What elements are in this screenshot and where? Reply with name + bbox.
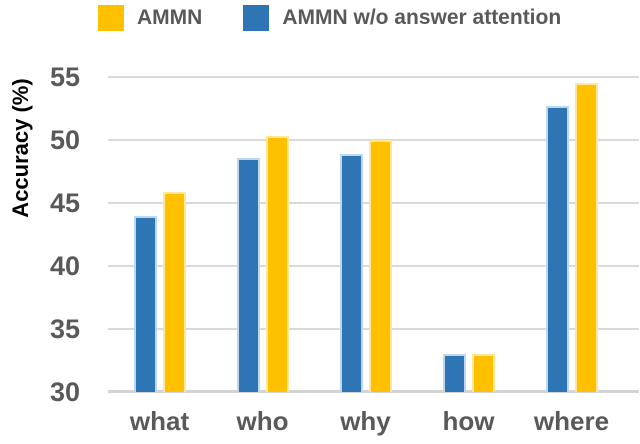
bar-group-where [520, 77, 623, 392]
legend-label-ammn: AMMN [137, 6, 203, 29]
bar-how-ammn-wo-answer-attention [442, 354, 466, 392]
x-axis-tick-labels: what who why how where [108, 404, 623, 438]
bar-what-ammn-wo-answer-attention [133, 215, 157, 392]
bar-group-who [211, 77, 314, 392]
bar-why-ammn [368, 140, 392, 392]
y-tick-label-45: 45 [49, 188, 80, 218]
y-tick-label-55: 55 [49, 62, 80, 92]
bar-group-what [108, 77, 211, 392]
legend: AMMN AMMN w/o answer attention [98, 3, 561, 33]
y-tick-label-50: 50 [49, 125, 80, 155]
legend-swatch-ammn-wo-attention [243, 5, 270, 31]
bar-where-ammn-wo-answer-attention [545, 105, 569, 392]
bar-how-ammn [471, 354, 495, 392]
bar-what-ammn [162, 191, 186, 392]
legend-item-ammn: AMMN [98, 5, 202, 31]
legend-label-ammn-wo-attention: AMMN w/o answer attention [282, 6, 562, 29]
x-tick-label-who: who [236, 406, 289, 436]
bar-who-ammn [265, 136, 289, 392]
legend-swatch-ammn [98, 5, 124, 31]
bar-who-ammn-wo-answer-attention [236, 157, 260, 392]
legend-item-ammn-wo-attention: AMMN w/o answer attention [243, 5, 561, 31]
bar-why-ammn-wo-answer-attention [339, 153, 363, 392]
x-tick-label-why: why [340, 406, 391, 436]
bar-group-why [314, 77, 417, 392]
bars-layer [108, 77, 623, 392]
y-tick-label-40: 40 [49, 251, 80, 281]
gridline-55 [108, 76, 639, 78]
x-tick-label-where: where [533, 406, 610, 436]
x-tick-label-what: what [129, 406, 190, 436]
y-tick-label-30: 30 [49, 377, 80, 407]
y-tick-label-35: 35 [49, 314, 80, 344]
x-tick-label-how: how [442, 406, 495, 436]
bar-where-ammn [574, 83, 598, 392]
bar-group-how [417, 77, 520, 392]
